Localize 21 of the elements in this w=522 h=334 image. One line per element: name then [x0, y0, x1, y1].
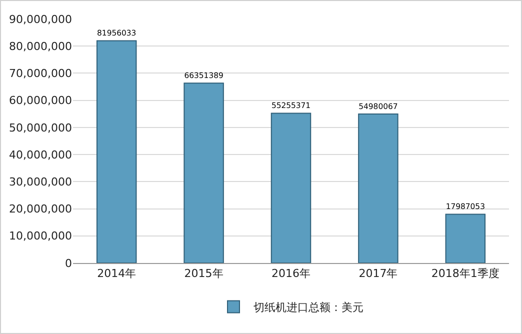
y-tick-label: 40,000,000 — [9, 148, 72, 162]
x-tick-label: 2015年 — [184, 267, 224, 280]
y-tick-label: 80,000,000 — [9, 40, 72, 53]
y-tick-label: 70,000,000 — [9, 67, 72, 80]
y-tick-label: 30,000,000 — [9, 176, 72, 189]
y-tick-label: 10,000,000 — [9, 230, 72, 243]
x-tick-label: 2016年 — [272, 267, 310, 280]
bar — [358, 113, 398, 263]
y-tick-label: 90,000,000 — [9, 12, 72, 26]
y-tick-label: 60,000,000 — [9, 94, 72, 108]
y-tick-label: 0 — [65, 256, 72, 270]
y-tick-label: 50,000,000 — [9, 121, 72, 134]
x-tick-label: 2018年1季度 — [431, 267, 500, 280]
x-tick-label: 2014年 — [97, 267, 136, 280]
x-tick-label: 2017年 — [358, 267, 398, 280]
bar — [270, 112, 312, 263]
y-tick-label: 20,000,000 — [9, 202, 72, 216]
bar — [184, 82, 224, 263]
bar — [96, 40, 137, 263]
bar — [445, 214, 486, 263]
legend-label: 切纸机进口总额：美元 — [254, 301, 364, 314]
